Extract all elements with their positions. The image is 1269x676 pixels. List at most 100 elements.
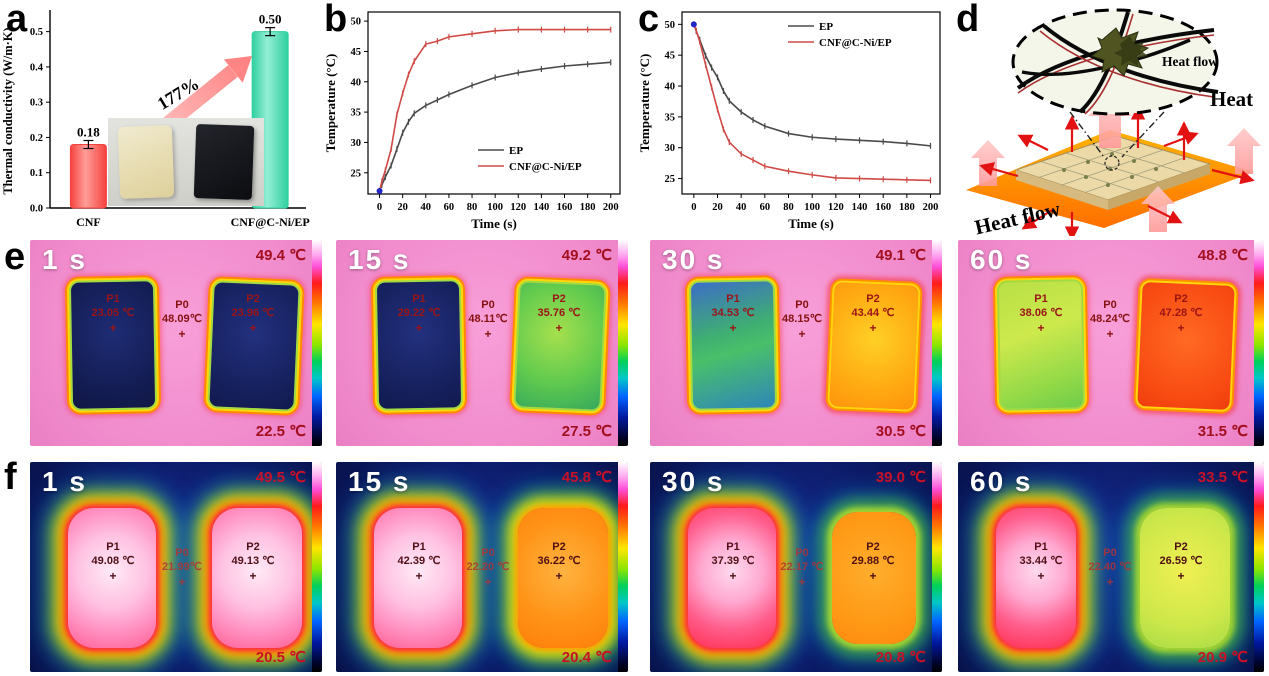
crosshair-marker: +	[869, 568, 877, 583]
probe-p0: P0 48.15℃ +	[762, 298, 842, 342]
ep-sample-photo	[117, 125, 175, 199]
panel-letter-c: c	[638, 0, 660, 40]
crosshair-marker: +	[109, 568, 117, 583]
svg-text:40: 40	[351, 77, 362, 88]
legend-label-0: EP	[509, 145, 523, 157]
time-label: 60 s	[970, 466, 1033, 497]
scale-min-temp: 20.8 ℃	[875, 649, 926, 666]
svg-text:180: 180	[580, 202, 596, 213]
schematic-svg: Heat flow Heat Heat flow	[966, 8, 1261, 241]
scale-min-temp: 30.5 ℃	[875, 423, 926, 440]
series-line-0	[693, 24, 931, 147]
crosshair-marker: +	[109, 320, 117, 335]
svg-text:0: 0	[377, 202, 382, 213]
panel-a-thermal-conductivity-chart: 0.0 0.1 0.2 0.3 0.4 0.5 Thermal conductivity (…	[0, 0, 318, 236]
temperature-colorbar	[312, 240, 322, 446]
probe-p2: P2 29.88 ℃ +	[828, 540, 918, 584]
probe-p0: P0 21.99℃ +	[142, 546, 222, 590]
probe-p0: P0 48.24℃ +	[1070, 298, 1150, 342]
crosshair-marker: +	[415, 568, 423, 583]
svg-text:45: 45	[351, 47, 362, 58]
specimen-ep	[996, 508, 1076, 648]
probe-p2: P2 26.59 ℃ +	[1136, 540, 1226, 584]
svg-text:140: 140	[852, 202, 868, 213]
specimen-composite	[1140, 508, 1230, 648]
svg-text:35: 35	[665, 112, 676, 123]
svg-text:35: 35	[351, 108, 362, 119]
probe-p0: P0 48.11℃ +	[448, 298, 528, 342]
svg-text:25: 25	[351, 168, 362, 179]
time-label: 15 s	[348, 466, 411, 497]
probe-p1: P1 34.53 ℃ +	[688, 292, 778, 336]
temperature-colorbar	[1254, 462, 1264, 672]
svg-text:0.2: 0.2	[30, 133, 43, 144]
probe-p1: P1 38.06 ℃ +	[996, 292, 1086, 336]
svg-text:45: 45	[665, 51, 676, 62]
temperature-colorbar	[932, 462, 942, 672]
nanosheet-cluster-inner	[1114, 36, 1148, 66]
svg-text:160: 160	[557, 202, 573, 213]
crosshair-marker: +	[729, 320, 737, 335]
crosshair-marker: +	[484, 326, 492, 341]
temperature-colorbar	[1254, 240, 1264, 446]
series-line-0	[378, 61, 611, 192]
bar-value-label-0: 0.18	[77, 125, 100, 140]
svg-text:50: 50	[665, 20, 676, 31]
time-label: 30 s	[662, 244, 725, 275]
plot-frame	[367, 11, 621, 195]
thermal-image-f-15s: 15 s 45.8 ℃ 20.4 ℃ P1 42.39 ℃ + P0 22.20 ℃ +…	[336, 462, 628, 672]
time-label: 30 s	[662, 466, 725, 497]
y-axis-label: Thermal conductivity (W/m·K)	[1, 27, 15, 194]
y-axis-label: Temperature (°C)	[324, 54, 338, 153]
composite-slab-side-left	[1016, 170, 1108, 210]
svg-text:0: 0	[691, 202, 696, 213]
svg-text:50: 50	[351, 17, 362, 28]
crosshair-marker: +	[1106, 574, 1114, 589]
series-line-1	[693, 24, 931, 182]
svg-text:100: 100	[487, 202, 503, 213]
inset-heat-flow-label: Heat flow	[1162, 54, 1218, 69]
probe-p2: P2 43.44 ℃ +	[828, 292, 918, 336]
specimen-composite	[832, 512, 916, 644]
thermal-image-e-15s: 15 s 49.2 ℃ 27.5 ℃ P1 29.22 ℃ + P0 48.11℃ + …	[336, 240, 628, 446]
specimen-composite	[212, 508, 302, 648]
scale-max-temp: 39.0 ℃	[875, 469, 926, 486]
thermal-image-f-1s: 1 s 49.5 ℃ 20.5 ℃ P1 49.08 ℃ + P0 21.99℃ + P…	[30, 462, 322, 672]
scale-min-temp: 27.5 ℃	[561, 423, 612, 440]
specimen-ep	[374, 508, 462, 648]
line-chart-c-svg: 0 20 40 60 80 100 120 140 160 180 200 25 30 35 40 45 50 T…	[638, 11, 941, 231]
y-axis-label: Temperature (°C)	[638, 54, 652, 153]
thermal-image-e-60s: 60 s 48.8 ℃ 31.5 ℃ P1 38.06 ℃ + P0 48.24℃ + …	[958, 240, 1264, 446]
crosshair-marker: +	[1106, 326, 1114, 341]
scale-max-temp: 49.2 ℃	[561, 247, 612, 264]
time-label: 60 s	[970, 244, 1033, 275]
svg-text:40: 40	[736, 202, 747, 213]
time-label: 1 s	[42, 244, 87, 275]
increase-arrow-head	[223, 56, 252, 83]
specimen-ep	[688, 508, 776, 648]
probe-p2: P2 35.76 ℃ +	[514, 292, 604, 336]
legend-label-1: CNF@C-Ni/EP	[819, 37, 892, 49]
heat-label: Heat	[1210, 87, 1253, 111]
svg-text:30: 30	[665, 143, 676, 154]
probe-p1: P1 23.05 ℃ +	[68, 292, 158, 336]
svg-text:140: 140	[534, 202, 550, 213]
probe-p2: P2 49.13 ℃ +	[208, 540, 298, 584]
line-chart-b-svg: 0 20 40 60 80 100 120 140 160 180 200 25 30 35 40 45 50 T…	[324, 11, 621, 231]
start-dot	[376, 187, 383, 194]
time-label: 15 s	[348, 244, 411, 275]
thermal-image-e-1s: 1 s 49.4 ℃ 22.5 ℃ P1 23.05 ℃ + P0 48.09℃ + P…	[30, 240, 322, 446]
thermal-image-e-30s: 30 s 49.1 ℃ 30.5 ℃ P1 34.53 ℃ + P0 48.15℃ + …	[650, 240, 942, 446]
probe-p1: P1 33.44 ℃ +	[996, 540, 1086, 584]
svg-text:100: 100	[804, 202, 820, 213]
specimen-composite	[518, 508, 608, 648]
slab-grid	[1038, 142, 1187, 193]
bar-category-label-1: CNF@C-Ni/EP	[231, 215, 310, 229]
probe-p2: P2 47.28 ℃ +	[1136, 292, 1226, 336]
svg-text:0.0: 0.0	[30, 204, 43, 215]
svg-text:40: 40	[665, 82, 676, 93]
crosshair-marker: +	[555, 320, 563, 335]
panel-letter-b: b	[324, 0, 348, 40]
crosshair-marker: +	[1037, 568, 1045, 583]
svg-text:20: 20	[712, 202, 723, 213]
